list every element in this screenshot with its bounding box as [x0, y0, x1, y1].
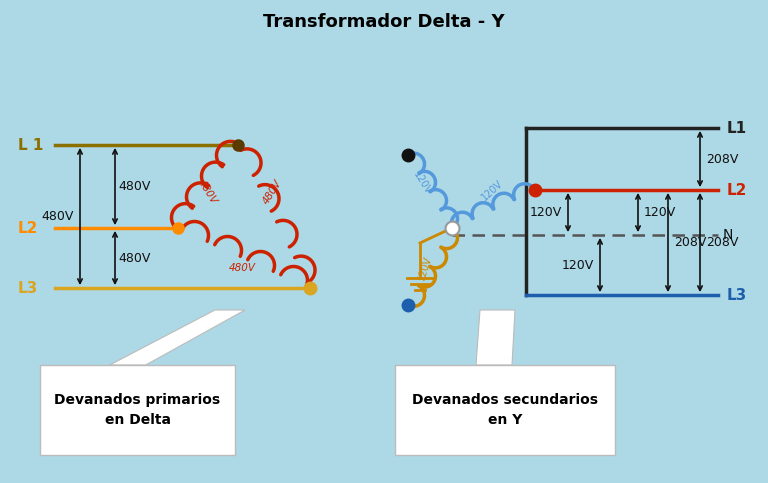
Text: 480V: 480V	[197, 178, 220, 206]
FancyBboxPatch shape	[395, 365, 615, 455]
Text: Devanados primarios
en Delta: Devanados primarios en Delta	[55, 393, 220, 427]
Text: 120V: 120V	[479, 178, 505, 202]
Text: N: N	[723, 228, 733, 242]
Text: Devanados secundarios
en Y: Devanados secundarios en Y	[412, 393, 598, 427]
Text: 208V: 208V	[706, 153, 738, 166]
Text: 120V: 120V	[530, 206, 562, 219]
Text: L1: L1	[727, 120, 747, 136]
Text: L 1: L 1	[18, 138, 43, 153]
Text: 120V: 120V	[644, 206, 676, 219]
Text: L2: L2	[727, 183, 747, 198]
Text: L3: L3	[18, 281, 38, 296]
Text: 120V: 120V	[562, 258, 594, 271]
Text: 208V: 208V	[706, 236, 738, 249]
Text: 120V: 120V	[416, 255, 434, 282]
Text: 480V: 480V	[229, 263, 256, 273]
Text: 120V: 120V	[411, 170, 433, 196]
FancyBboxPatch shape	[40, 365, 235, 455]
Text: L3: L3	[727, 287, 747, 302]
Text: 480V: 480V	[119, 180, 151, 193]
Text: 480V: 480V	[260, 178, 283, 206]
Text: Transformador Delta - Y: Transformador Delta - Y	[263, 13, 505, 31]
Text: 480V: 480V	[41, 210, 74, 223]
Text: L2: L2	[18, 221, 38, 236]
Polygon shape	[110, 310, 245, 365]
Text: 208V: 208V	[674, 236, 707, 249]
Polygon shape	[476, 310, 515, 365]
Text: 480V: 480V	[119, 252, 151, 265]
